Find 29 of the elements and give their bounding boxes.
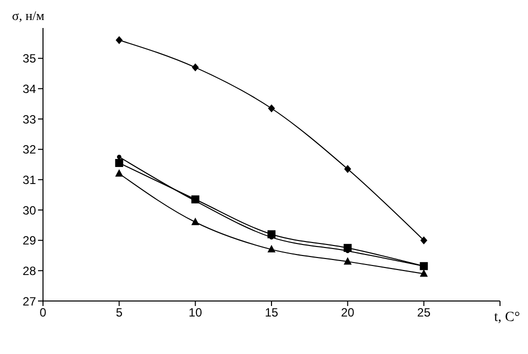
point [116,154,122,160]
y-tick-label: 31 [22,172,36,187]
y-axis-title: σ, н/м [12,8,44,24]
point [420,269,428,277]
x-tick-label: 0 [40,306,47,320]
y-tick-label: 32 [22,142,36,157]
y-tick-label: 34 [22,82,36,96]
x-tick-label: 25 [417,306,431,320]
x-axis-title: t, C° [494,310,520,326]
point [191,218,200,226]
x-tick-label: 5 [116,306,123,320]
x-tick-label: 20 [340,306,355,320]
y-tick-label: 27 [22,294,36,308]
point [116,36,123,44]
point [268,104,275,112]
point [192,63,199,72]
x-tick-label: 15 [264,306,278,320]
y-tick-label: 35 [22,52,36,66]
point [115,169,124,177]
y-tick-label: 28 [22,264,36,278]
point [344,165,352,174]
point [268,244,276,252]
y-tick-label: 29 [22,234,36,248]
point [115,158,124,167]
y-tick-label: 33 [22,112,36,126]
point [420,236,428,244]
y-tick-label: 30 [22,203,36,218]
point [344,257,352,265]
x-tick-label: 10 [188,306,202,320]
